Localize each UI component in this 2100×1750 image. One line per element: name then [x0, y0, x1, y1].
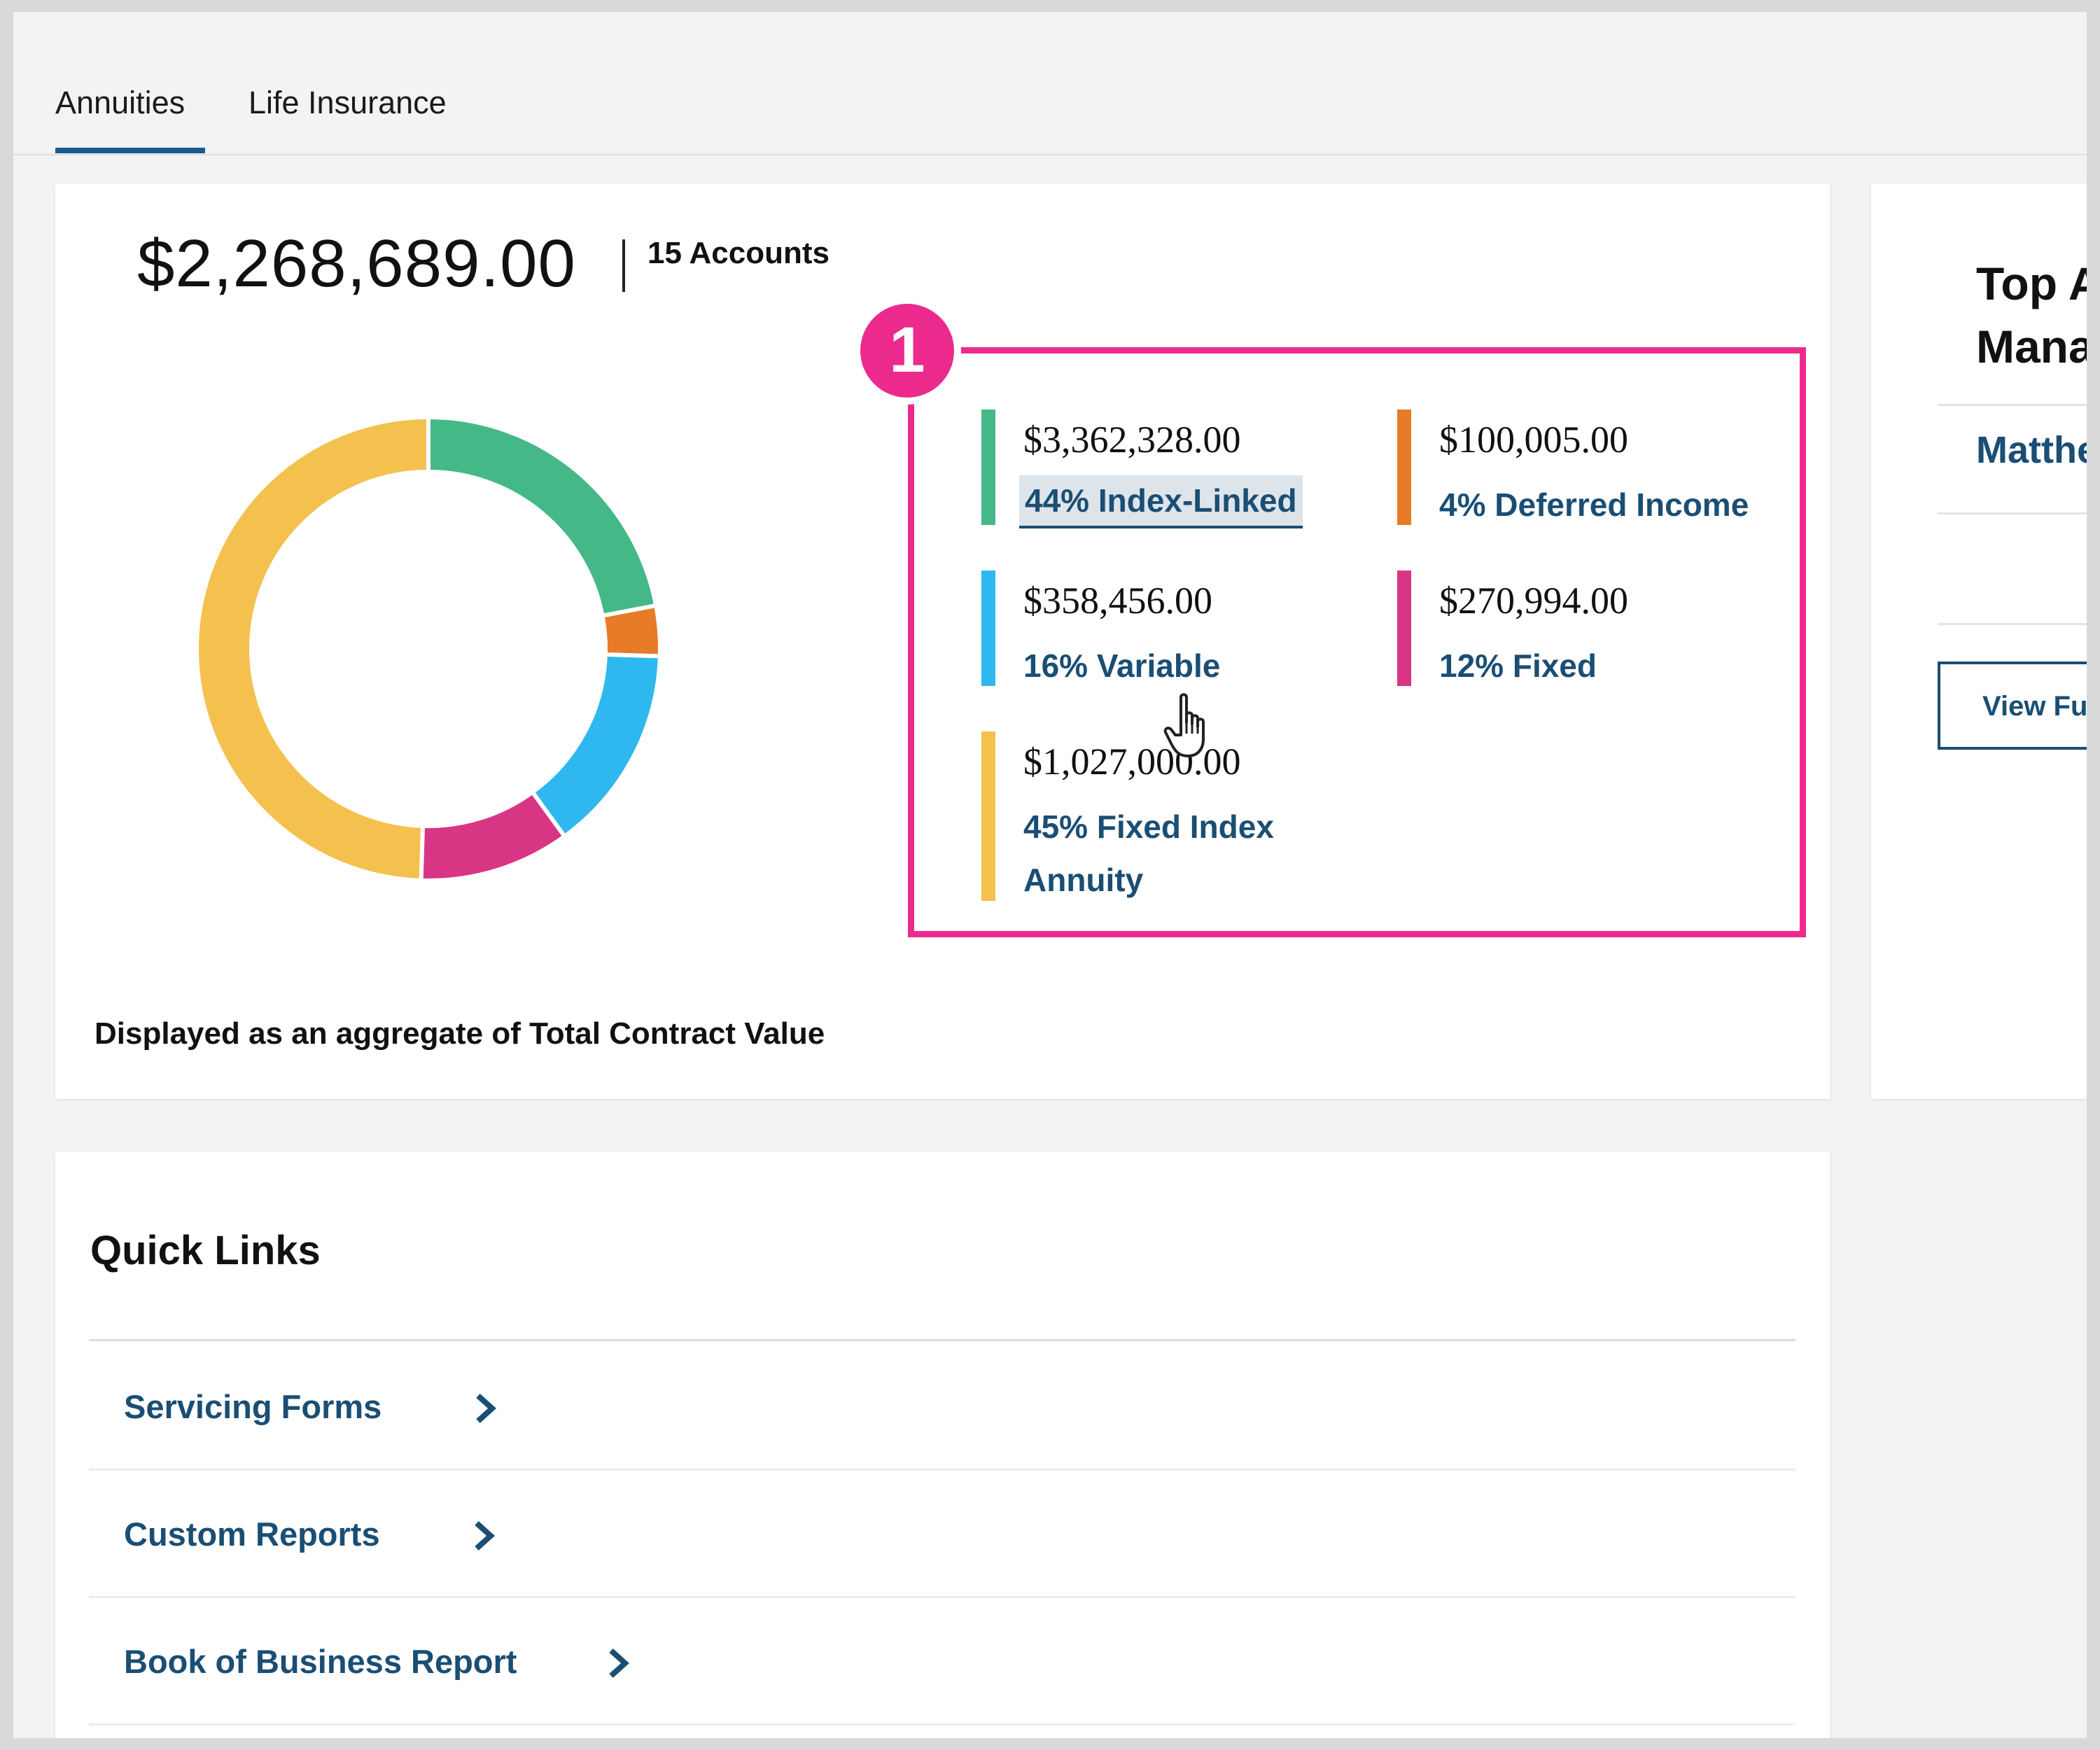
- donut-segment-index-linked[interactable]: [428, 419, 654, 616]
- legend-amount: $3,362,328.00: [1023, 419, 1241, 461]
- divider: [1938, 512, 2087, 514]
- chevron-right-icon: [609, 1648, 629, 1678]
- donut-segment-deferred-income[interactable]: [604, 606, 658, 657]
- legend-amount: $270,994.00: [1439, 580, 1628, 622]
- title-line: Mana: [1976, 321, 2087, 372]
- legend-color-bar: [1397, 410, 1411, 525]
- donut-segment-variable[interactable]: [533, 654, 658, 835]
- chevron-right-icon: [475, 1521, 495, 1550]
- active-tab-indicator: [55, 148, 205, 153]
- tab-annuities[interactable]: Annuities: [55, 85, 186, 120]
- title-line: Top A: [1976, 258, 2087, 309]
- quick-links-card: Quick Links Servicing Forms Custom Repor…: [55, 1152, 1830, 1738]
- allocation-donut-chart: [199, 418, 659, 880]
- aggregate-footnote: Displayed as an aggregate of Total Contr…: [94, 1016, 825, 1051]
- tab-life-insurance[interactable]: Life Insurance: [248, 85, 447, 120]
- quick-link-servicing-forms[interactable]: Servicing Forms: [89, 1341, 1795, 1471]
- legend-color-bar: [981, 732, 995, 901]
- step-number-badge: 1: [853, 297, 961, 405]
- quick-link-custom-reports[interactable]: Custom Reports: [89, 1469, 1795, 1598]
- legend-link-deferred-income[interactable]: 4% Deferred Income: [1439, 486, 1749, 523]
- donut-segment-separator: [419, 826, 426, 880]
- legend-label-line: 45% Fixed Index: [1023, 808, 1274, 845]
- legend-highlight-box: $3,362,328.00 44% Index-Linked $100,005.…: [908, 347, 1806, 937]
- donut-segment-separator: [606, 652, 659, 659]
- legend-color-bar: [1397, 570, 1411, 686]
- value-divider: [622, 239, 625, 292]
- donut-segment-fixed[interactable]: [421, 793, 564, 878]
- legend-color-bar: [981, 570, 995, 686]
- donut-segment-separator: [602, 603, 656, 618]
- legend-link-fixed-index-annuity[interactable]: 45% Fixed Index Annuity: [1023, 800, 1274, 906]
- view-full-button[interactable]: View Ful: [1938, 662, 2087, 750]
- legend-amount: $358,456.00: [1023, 580, 1212, 622]
- legend-link-fixed[interactable]: 12% Fixed: [1439, 648, 1597, 684]
- quick-links-title: Quick Links: [90, 1228, 321, 1273]
- legend-amount: $1,027,000.00: [1023, 741, 1241, 783]
- quick-link-label: Servicing Forms: [124, 1388, 382, 1425]
- legend-link-variable[interactable]: 16% Variable: [1023, 648, 1221, 684]
- tab-bar: Annuities Life Insurance: [13, 12, 2087, 155]
- hand-pointer-cursor-icon: [1163, 693, 1205, 757]
- divider: [89, 1339, 1795, 1341]
- top-accounts-card: Top A Mana Matthe View Ful: [1871, 183, 2087, 1099]
- accounts-count: 15 Accounts: [648, 236, 830, 270]
- legend-amount: $100,005.00: [1439, 419, 1628, 461]
- manager-name-link[interactable]: Matthe: [1976, 429, 2087, 471]
- chevron-right-icon: [476, 1394, 496, 1423]
- divider: [1938, 404, 2087, 406]
- legend-link-index-linked[interactable]: 44% Index-Linked: [1019, 475, 1303, 528]
- app-frame: Annuities Life Insurance $2,268,689.00 1…: [13, 12, 2087, 1738]
- donut-segment-fixed-index-annuity[interactable]: [199, 419, 429, 878]
- quick-link-label: Custom Reports: [124, 1516, 380, 1553]
- top-accounts-title: Top A Mana: [1976, 252, 2087, 378]
- quick-link-label: Book of Business Report: [124, 1643, 517, 1680]
- divider: [1938, 623, 2087, 625]
- legend-color-bar: [981, 410, 995, 525]
- portfolio-summary-card: $2,268,689.00 15 Accounts $3,362,328.00 …: [55, 183, 1830, 1099]
- donut-segment-separator: [531, 791, 566, 837]
- legend-label-line: Annuity: [1023, 862, 1144, 898]
- quick-link-book-of-business-report[interactable]: Book of Business Report: [89, 1596, 1795, 1726]
- total-contract-value: $2,268,689.00: [137, 226, 576, 301]
